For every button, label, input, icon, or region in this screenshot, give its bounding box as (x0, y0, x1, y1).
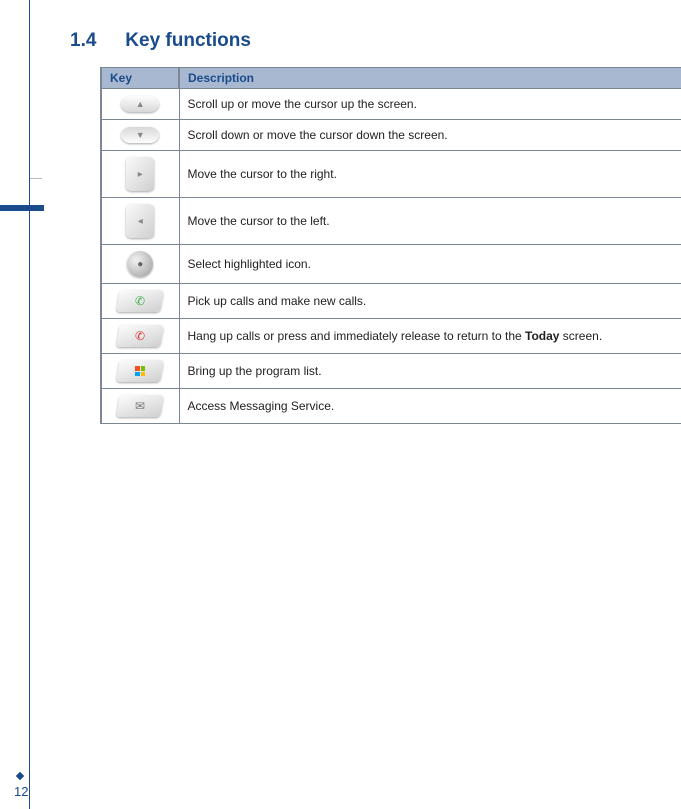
key-functions-table: Key Description ▲ Scroll up or move the … (100, 67, 681, 424)
messaging-key-icon: ✉ (116, 395, 164, 417)
table-row: ✆ Hang up calls or press and immediately… (101, 319, 681, 354)
key-cell: ✆ (101, 284, 179, 319)
table-row: ● Select highlighted icon. (101, 245, 681, 284)
table-row: ✆ Pick up calls and make new calls. (101, 284, 681, 319)
key-cell: ▸ (101, 151, 179, 198)
description-cell: Pick up calls and make new calls. (179, 284, 681, 319)
key-cell: ◂ (101, 198, 179, 245)
call-key-icon: ✆ (116, 290, 164, 312)
description-cell: Scroll down or move the cursor down the … (179, 120, 681, 151)
key-cell: ✉ (101, 389, 179, 424)
hangup-key-icon: ✆ (116, 325, 164, 347)
key-cell (101, 354, 179, 389)
page-number: 12 (14, 784, 28, 799)
header-description: Description (179, 68, 681, 89)
key-cell: ● (101, 245, 179, 284)
description-cell: Select highlighted icon. (179, 245, 681, 284)
section-title-text: Key functions (125, 30, 251, 51)
cursor-right-key-icon: ▸ (126, 157, 154, 191)
table-row: ▲ Scroll up or move the cursor up the sc… (101, 89, 681, 120)
left-margin-rule (0, 0, 30, 809)
description-cell: Hang up calls or press and immediately r… (179, 319, 681, 354)
key-cell: ▼ (101, 120, 179, 151)
header-key: Key (101, 68, 179, 89)
table-row: Bring up the program list. (101, 354, 681, 389)
desc-pre: Hang up calls or press and immediately r… (188, 329, 526, 343)
select-key-icon: ● (127, 251, 153, 277)
scroll-down-key-icon: ▼ (121, 127, 159, 143)
key-cell: ▲ (101, 89, 179, 120)
main-content: 1.4 Key functions Key Description ▲ Scro… (70, 30, 681, 424)
table-row: ▼ Scroll down or move the cursor down th… (101, 120, 681, 151)
key-cell: ✆ (101, 319, 179, 354)
description-cell: Bring up the program list. (179, 354, 681, 389)
table-row: ✉ Access Messaging Service. (101, 389, 681, 424)
section-number: 1.4 (70, 30, 120, 52)
scroll-up-key-icon: ▲ (121, 96, 159, 112)
table-row: ◂ Move the cursor to the left. (101, 198, 681, 245)
margin-tick (30, 178, 42, 179)
table-header-row: Key Description (101, 68, 681, 89)
description-cell: Access Messaging Service. (179, 389, 681, 424)
cursor-left-key-icon: ◂ (126, 204, 154, 238)
section-heading: 1.4 Key functions (70, 30, 681, 52)
programs-key-icon (116, 360, 164, 382)
table-row: ▸ Move the cursor to the right. (101, 151, 681, 198)
description-cell: Move the cursor to the left. (179, 198, 681, 245)
left-accent-bar (0, 205, 44, 211)
description-cell: Move the cursor to the right. (179, 151, 681, 198)
desc-post: screen. (559, 329, 602, 343)
desc-bold: Today (525, 329, 559, 343)
description-cell: Scroll up or move the cursor up the scre… (179, 89, 681, 120)
